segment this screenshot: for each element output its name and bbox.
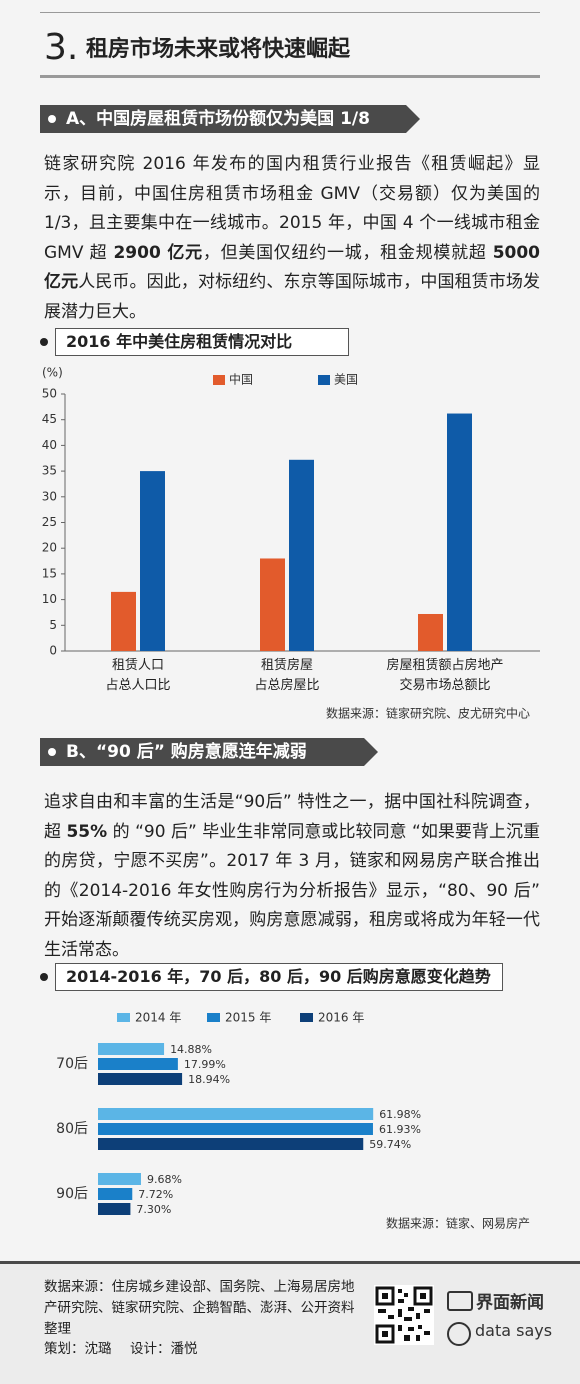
brand-icon xyxy=(447,1322,471,1346)
legend-label: 2014 年 xyxy=(135,1011,181,1025)
y-tick-label: 25 xyxy=(42,515,57,529)
text: 人民币。因此，对标纽约、东京等国际城市，中国租赁市场发展潜力巨大。 xyxy=(44,272,541,322)
legend-swatch xyxy=(117,1013,130,1022)
chart-title: 2016 年中美住房租赁情况对比 xyxy=(55,328,349,356)
y-tick-label: 70后 xyxy=(56,1056,88,1072)
bar xyxy=(289,459,314,651)
y-tick-label: 20 xyxy=(42,541,57,555)
bullet xyxy=(40,973,48,981)
bar xyxy=(98,1138,364,1150)
top-rule xyxy=(40,12,540,13)
x-tick-label-box: 租赁人口 占总人口比 xyxy=(105,658,171,693)
legend-swatch xyxy=(318,375,330,385)
legend-label: 中国 xyxy=(229,372,253,387)
axis-unit: (%) xyxy=(42,366,63,380)
legend-swatch xyxy=(207,1013,220,1022)
value-label: 18.94% xyxy=(188,1073,230,1086)
value-label: 61.93% xyxy=(379,1123,421,1136)
x-tick-label: 房屋租赁额占房地产 交易市场总额比 xyxy=(386,658,504,693)
value-label: 17.99% xyxy=(184,1058,226,1071)
text: 链家研究院 2016 年发布的国内租赁行业报告《租赁崛起》显示，目前，中国住房租… xyxy=(44,154,540,263)
value-label: 59.74% xyxy=(369,1138,411,1151)
legend-swatch xyxy=(300,1013,313,1022)
x-tick-label: 租赁人口 占总人口比 xyxy=(105,658,171,693)
paragraph: 链家研究院 2016 年发布的国内租赁行业报告《租赁崛起》显示，目前，中国住房租… xyxy=(44,150,540,327)
legend-label: 2016 年 xyxy=(318,1011,364,1025)
page-title: 租房市场未来或将快速崛起 xyxy=(86,37,351,62)
x-tick-label: 租赁房屋 占总房屋比 xyxy=(254,658,320,693)
planner: 策划：沈璐 xyxy=(44,1341,112,1357)
bar xyxy=(98,1123,373,1135)
chart: 2014 年 2015 年 2016 年 70后 14.88% 17.99% 18.94% 8… xyxy=(56,1011,530,1231)
source: 数据来源：链家、网易房产 xyxy=(386,1216,530,1231)
value-label: 9.68% xyxy=(147,1173,182,1186)
x-tick-label-box: 房屋租赁额占房地产 交易市场总额比 xyxy=(386,658,504,693)
brand: data says xyxy=(475,1321,553,1340)
footer-source: 数据来源：住房城乡建设部、国务院、上海易居房地产研究院、链家研究院、企鹅智酷、澎… xyxy=(44,1279,355,1337)
paragraph: 追求自由和丰富的生活是“90后” 特性之一，据中国社科院调查，超 55% 的 “… xyxy=(44,788,540,965)
bar xyxy=(98,1043,165,1055)
value-label: 7.72% xyxy=(138,1188,173,1201)
bold-text: 55% xyxy=(66,821,108,842)
y-tick-label: 90后 xyxy=(56,1186,88,1202)
y-tick-label: 15 xyxy=(42,566,57,580)
y-tick-label: 35 xyxy=(42,464,57,478)
bar xyxy=(98,1108,374,1120)
section-heading: B、“90 后” 购房意愿连年减弱 xyxy=(40,738,378,766)
y-tick-label: 80后 xyxy=(56,1121,88,1137)
legend-label: 美国 xyxy=(334,373,358,387)
value-label: 7.30% xyxy=(136,1203,171,1216)
designer: 设计：潘悦 xyxy=(130,1341,198,1357)
y-tick-label: 40 xyxy=(42,438,57,452)
bar xyxy=(98,1173,141,1185)
bar xyxy=(111,591,136,651)
chart-title: 2014-2016 年，70 后，80 后，90 后购房意愿变化趋势 xyxy=(55,963,503,991)
y-tick-label: 0 xyxy=(49,644,57,658)
y-tick-label: 30 xyxy=(42,489,57,503)
bar xyxy=(260,558,285,651)
text: 的 “90 后” 毕业生非常同意或比较同意 “如果要背上沉重的房贷，宁愿不买房”… xyxy=(44,821,540,960)
legend-label: 2015 年 xyxy=(225,1011,271,1025)
bar xyxy=(98,1203,131,1215)
bold-text: 5000 亿元 xyxy=(44,242,541,293)
brand: 界面新闻 xyxy=(476,1293,544,1313)
bar xyxy=(418,613,443,651)
bullet xyxy=(40,338,48,346)
bar xyxy=(98,1073,183,1085)
brand-icon xyxy=(447,1291,473,1311)
source: 数据来源：链家研究院、皮尤研究中心 xyxy=(326,706,530,721)
legend-swatch xyxy=(213,375,225,385)
bar xyxy=(98,1188,133,1200)
y-tick-label: 10 xyxy=(42,592,57,606)
qr-code xyxy=(374,1285,434,1345)
value-label: 61.98% xyxy=(379,1108,421,1121)
title-rule xyxy=(40,75,540,78)
x-tick-label-box: 租赁房屋 占总房屋比 xyxy=(254,658,320,693)
bar xyxy=(447,413,472,651)
footer xyxy=(0,1261,580,1384)
section-number: 3. xyxy=(44,27,79,68)
section-heading: A、中国房屋租赁市场份额仅为美国 1/8 xyxy=(40,105,420,133)
bar xyxy=(98,1058,178,1070)
bar xyxy=(140,471,165,651)
bold-text: 2900 亿元 xyxy=(113,242,203,263)
value-label: 14.88% xyxy=(170,1043,212,1056)
y-tick-label: 5 xyxy=(49,618,57,632)
y-tick-label: 50 xyxy=(42,387,57,401)
text: 追求自由和丰富的生活是“90后” 特性之一，据中国社科院调查，超 xyxy=(44,792,540,842)
text: ，但美国仅纽约一城，租金规模就超 xyxy=(202,242,493,263)
y-tick-label: 45 xyxy=(42,412,57,426)
